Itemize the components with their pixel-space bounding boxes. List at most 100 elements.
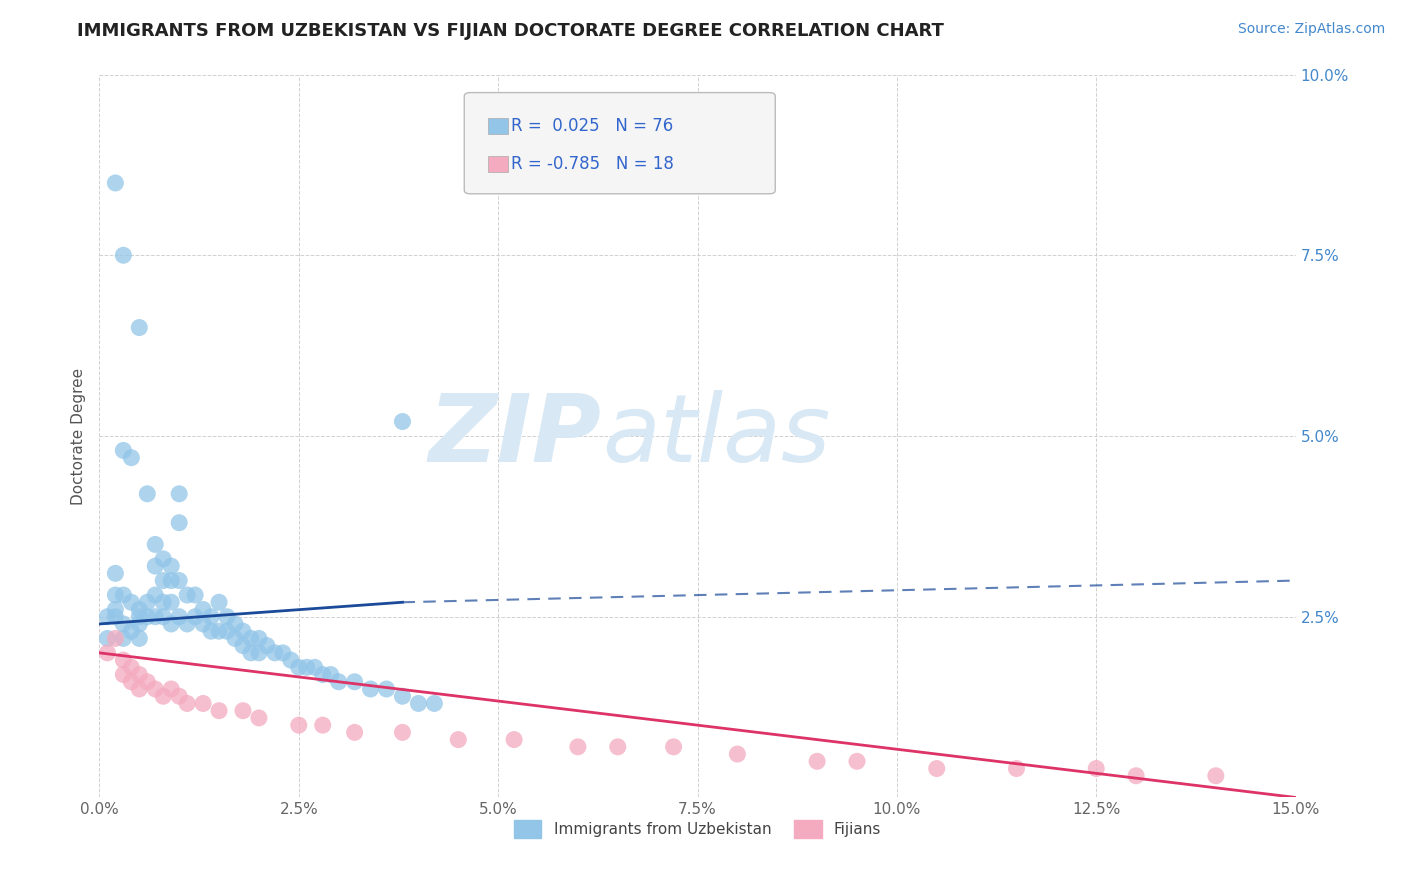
Point <box>176 697 198 711</box>
Point <box>96 646 118 660</box>
Point <box>215 609 238 624</box>
Point <box>328 674 350 689</box>
Point <box>160 595 183 609</box>
Point <box>200 609 222 624</box>
Point <box>662 739 685 754</box>
Point <box>232 639 254 653</box>
Point <box>925 762 948 776</box>
FancyBboxPatch shape <box>488 119 508 134</box>
Point <box>239 646 262 660</box>
Text: atlas: atlas <box>602 391 830 482</box>
Point <box>120 450 142 465</box>
Point <box>136 674 159 689</box>
Point <box>391 690 413 704</box>
Point <box>256 639 278 653</box>
Point <box>232 704 254 718</box>
Point <box>184 609 207 624</box>
Point <box>447 732 470 747</box>
Point <box>160 574 183 588</box>
Point <box>152 690 174 704</box>
Point <box>319 667 342 681</box>
Point <box>191 697 214 711</box>
Point <box>143 537 166 551</box>
Point <box>503 732 526 747</box>
FancyBboxPatch shape <box>464 93 775 194</box>
Point <box>160 681 183 696</box>
Text: Source: ZipAtlas.com: Source: ZipAtlas.com <box>1237 22 1385 37</box>
Point <box>160 616 183 631</box>
Point <box>120 674 142 689</box>
Legend: Immigrants from Uzbekistan, Fijians: Immigrants from Uzbekistan, Fijians <box>508 814 887 844</box>
Point <box>112 632 135 646</box>
Point <box>136 487 159 501</box>
Point <box>263 646 285 660</box>
Point <box>104 566 127 581</box>
Point <box>104 609 127 624</box>
Point <box>112 653 135 667</box>
Point <box>224 616 246 631</box>
Point <box>191 616 214 631</box>
Text: IMMIGRANTS FROM UZBEKISTAN VS FIJIAN DOCTORATE DEGREE CORRELATION CHART: IMMIGRANTS FROM UZBEKISTAN VS FIJIAN DOC… <box>77 22 945 40</box>
Point <box>104 632 127 646</box>
Point <box>96 609 118 624</box>
Point <box>120 624 142 639</box>
Point <box>143 588 166 602</box>
Point <box>167 609 190 624</box>
Point <box>160 559 183 574</box>
Point <box>606 739 628 754</box>
Point <box>375 681 398 696</box>
Point <box>208 704 231 718</box>
Point <box>128 320 150 334</box>
Point <box>343 674 366 689</box>
Point <box>136 595 159 609</box>
Text: R = -0.785   N = 18: R = -0.785 N = 18 <box>510 155 673 173</box>
Point <box>1005 762 1028 776</box>
Point <box>104 176 127 190</box>
Point <box>312 718 335 732</box>
Point <box>408 697 430 711</box>
Point <box>567 739 589 754</box>
Point <box>167 487 190 501</box>
Point <box>112 667 135 681</box>
Point <box>176 588 198 602</box>
Point <box>360 681 382 696</box>
Point <box>167 574 190 588</box>
Point <box>143 559 166 574</box>
Point <box>112 443 135 458</box>
Point <box>247 632 270 646</box>
Text: ZIP: ZIP <box>429 390 602 482</box>
Point <box>120 660 142 674</box>
Point <box>167 690 190 704</box>
Point <box>136 609 159 624</box>
Point <box>304 660 326 674</box>
Point <box>247 646 270 660</box>
Point <box>247 711 270 725</box>
Point <box>200 624 222 639</box>
Point <box>152 609 174 624</box>
Point <box>280 653 302 667</box>
Point <box>143 681 166 696</box>
Point <box>232 624 254 639</box>
Point <box>128 602 150 616</box>
Point <box>128 632 150 646</box>
Point <box>391 415 413 429</box>
Point <box>208 595 231 609</box>
Point <box>152 574 174 588</box>
Point <box>167 516 190 530</box>
Point <box>143 609 166 624</box>
Point <box>846 754 869 768</box>
Point <box>806 754 828 768</box>
Point <box>1205 769 1227 783</box>
Point <box>128 616 150 631</box>
Point <box>1085 762 1108 776</box>
Point <box>725 747 748 761</box>
Text: R =  0.025   N = 76: R = 0.025 N = 76 <box>510 117 673 136</box>
Point <box>208 624 231 639</box>
Point <box>104 588 127 602</box>
Point <box>128 681 150 696</box>
Point <box>112 616 135 631</box>
FancyBboxPatch shape <box>488 156 508 172</box>
Point <box>184 588 207 602</box>
Point <box>1125 769 1147 783</box>
Point <box>239 632 262 646</box>
